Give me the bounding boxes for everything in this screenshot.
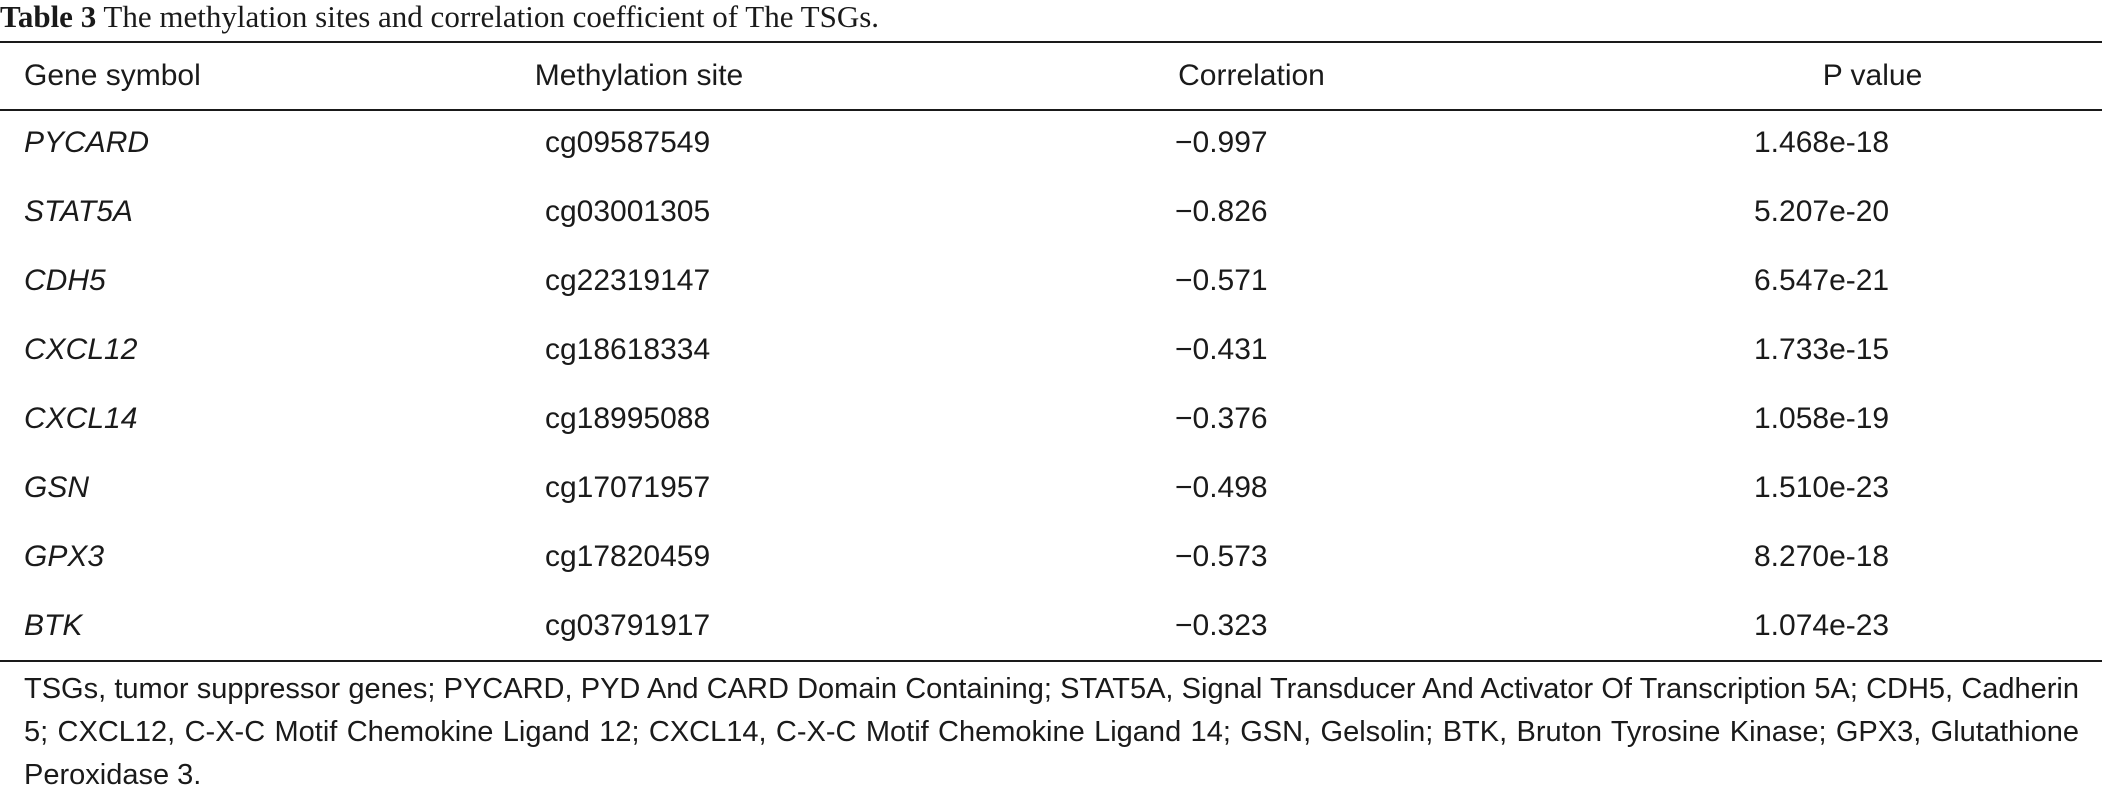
header-gene-symbol: Gene symbol xyxy=(24,59,201,92)
p-value-cell: 5.207e-20 xyxy=(1754,194,1890,228)
header-methylation-site: Methylation site xyxy=(534,59,744,92)
table-row: PYCARD cg09587549 −0.997 1.468e-18 xyxy=(0,109,2102,177)
methylation-site-cell: cg09587549 xyxy=(545,126,711,159)
top-rule xyxy=(0,41,2102,43)
methylation-site-cell: cg18995088 xyxy=(545,401,711,435)
table-caption-label: Table 3 xyxy=(0,0,97,34)
gene-symbol-cell: CDH5 xyxy=(24,263,106,297)
table-row: GPX3 cg17820459 −0.573 8.270e-18 xyxy=(0,522,2102,591)
gene-symbol-cell: STAT5A xyxy=(24,194,133,228)
p-value-cell: 6.547e-21 xyxy=(1754,263,1890,297)
table-row: CXCL14 cg18995088 −0.376 1.058e-19 xyxy=(0,384,2102,453)
correlation-cell: −0.498 xyxy=(1175,470,1268,504)
methylation-site-cell: cg17071957 xyxy=(545,470,711,504)
table-row: CDH5 cg22319147 −0.571 6.547e-21 xyxy=(0,246,2102,315)
methylation-table: Gene symbol Methylation site Correlation… xyxy=(0,43,2102,660)
table-row: STAT5A cg03001305 −0.826 5.207e-20 xyxy=(0,177,2102,246)
correlation-cell: −0.571 xyxy=(1175,263,1268,297)
correlation-cell: −0.997 xyxy=(1175,126,1268,159)
methylation-site-cell: cg18618334 xyxy=(545,332,711,366)
table-row: CXCL12 cg18618334 −0.431 1.733e-15 xyxy=(0,315,2102,384)
p-value-cell: 1.074e-23 xyxy=(1754,608,1890,642)
correlation-cell: −0.376 xyxy=(1175,401,1268,435)
p-value-cell: 1.733e-15 xyxy=(1754,332,1890,366)
p-value-cell: 1.468e-18 xyxy=(1754,126,1890,159)
table-row: BTK cg03791917 −0.323 1.074e-23 xyxy=(0,591,2102,660)
header-correlation: Correlation xyxy=(1178,59,1325,92)
gene-symbol-cell: GSN xyxy=(24,470,90,504)
table-caption-text: The methylation sites and correlation co… xyxy=(103,0,880,34)
table-header-row: Gene symbol Methylation site Correlation… xyxy=(0,43,2102,109)
table-footnote: TSGs, tumor suppressor genes; PYCARD, PY… xyxy=(24,673,2079,791)
correlation-cell: −0.573 xyxy=(1175,539,1268,573)
table-row: GSN cg17071957 −0.498 1.510e-23 xyxy=(0,453,2102,522)
gene-symbol-cell: BTK xyxy=(24,608,83,642)
correlation-cell: −0.431 xyxy=(1175,332,1268,366)
methylation-site-cell: cg03001305 xyxy=(545,194,711,228)
bottom-rule xyxy=(0,660,2102,662)
methylation-site-cell: cg17820459 xyxy=(545,539,711,573)
p-value-cell: 1.510e-23 xyxy=(1754,470,1890,504)
p-value-cell: 1.058e-19 xyxy=(1754,401,1890,435)
gene-symbol-cell: CXCL12 xyxy=(24,332,138,366)
header-p-value: P value xyxy=(1822,59,1923,92)
correlation-cell: −0.826 xyxy=(1175,194,1268,228)
gene-symbol-cell: CXCL14 xyxy=(24,401,138,435)
p-value-cell: 8.270e-18 xyxy=(1754,539,1890,573)
correlation-cell: −0.323 xyxy=(1175,608,1268,642)
table-caption: Table 3 The methylation sites and correl… xyxy=(0,0,879,40)
gene-symbol-cell: GPX3 xyxy=(24,539,105,573)
gene-symbol-cell: PYCARD xyxy=(24,126,150,159)
methylation-site-cell: cg03791917 xyxy=(545,608,711,642)
header-rule xyxy=(0,109,2102,111)
methylation-site-cell: cg22319147 xyxy=(545,263,711,297)
